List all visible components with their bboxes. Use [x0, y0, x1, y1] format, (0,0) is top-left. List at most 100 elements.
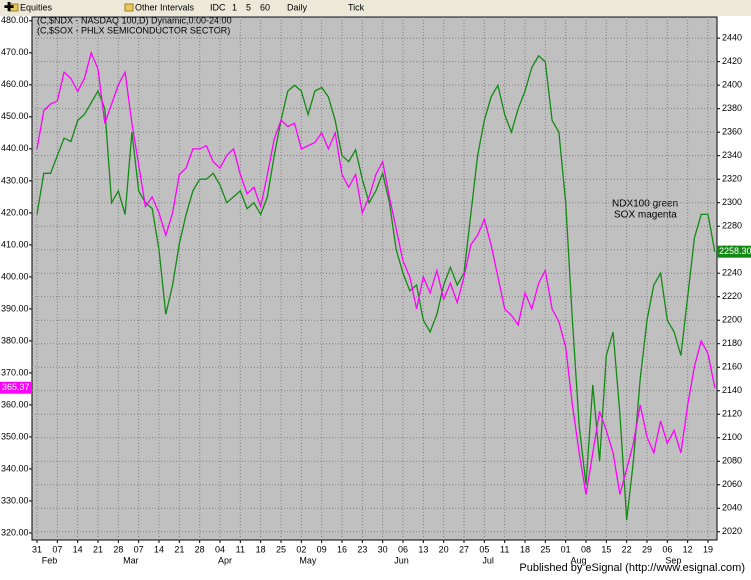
x-tick-label: 18: [256, 544, 266, 554]
y-tick-label: 420.00: [1, 207, 29, 217]
y2-tick-label: 2440: [722, 33, 742, 43]
y2-tick-label: 2020: [722, 526, 742, 536]
toolbar-button[interactable]: 60: [260, 2, 270, 12]
x-tick-label: 20: [439, 544, 449, 554]
x-tick-label: 12: [683, 544, 693, 554]
x-tick-label: 25: [540, 544, 550, 554]
toolbar-button[interactable]: Tick: [348, 2, 365, 12]
x-tick-label: 27: [459, 544, 469, 554]
legend-sox: (C,$SOX - PHLX SEMICONDUCTOR SECTOR): [37, 25, 230, 35]
x-tick-label: 01: [561, 544, 571, 554]
x-tick-label: 06: [398, 544, 408, 554]
y-tick-label: 470.00: [1, 47, 29, 57]
x-tick-label: 23: [357, 544, 367, 554]
x-tick-label: 07: [134, 544, 144, 554]
last-value-box: [717, 245, 751, 258]
y2-tick-label: 2320: [722, 174, 742, 184]
y-tick-label: 450.00: [1, 111, 29, 121]
x-tick-label: 25: [276, 544, 286, 554]
y-tick-label: 430.00: [1, 175, 29, 185]
toolbar-plus: ✚: [4, 0, 14, 14]
y2-tick-label: 2280: [722, 221, 742, 231]
toolbar-menu[interactable]: Equities: [20, 2, 53, 12]
y2-tick-label: 2060: [722, 479, 742, 489]
y-tick-label: 390.00: [1, 303, 29, 313]
x-tick-label: 09: [317, 544, 327, 554]
series-line: [36, 54, 716, 521]
toolbar-button[interactable]: IDC: [210, 2, 226, 12]
y-tick-label: 320.00: [1, 527, 29, 537]
annotation: NDX100 green: [612, 199, 678, 210]
annotation: SOX magenta: [614, 210, 677, 221]
x-tick-label: 16: [337, 544, 347, 554]
x-tick-label: 30: [378, 544, 388, 554]
month-label: Apr: [218, 555, 232, 565]
month-label: Jun: [394, 555, 409, 565]
month-label: Mar: [123, 555, 139, 565]
legend-ndx: (C,$NDX - NASDAQ 100,D) Dynamic,0:00-24:…: [37, 15, 232, 25]
series-line: [36, 50, 716, 495]
y2-tick-label: 2420: [722, 56, 742, 66]
x-tick-label: 11: [500, 544, 509, 554]
y-tick-label: 400.00: [1, 271, 29, 281]
x-tick-label: 31: [32, 544, 42, 554]
y2-tick-label: 2360: [722, 127, 742, 137]
last-value-box: [0, 381, 32, 394]
x-tick-label: 13: [418, 544, 428, 554]
y-tick-label: 460.00: [1, 79, 29, 89]
x-tick-label: 04: [215, 544, 225, 554]
x-tick-label: 11: [236, 544, 245, 554]
folder-icon: [9, 3, 19, 12]
y-tick-label: 410.00: [1, 239, 29, 249]
x-tick-label: 08: [581, 544, 591, 554]
y2-tick-label: 2120: [722, 409, 742, 419]
y2-tick-label: 2040: [722, 503, 742, 513]
y2-tick-label: 2240: [722, 268, 742, 278]
y2-tick-label: 2100: [722, 432, 742, 442]
x-tick-label: 21: [174, 544, 184, 554]
y2-tick-label: 2140: [722, 385, 742, 395]
x-tick-label: 28: [195, 544, 205, 554]
x-tick-label: 05: [479, 544, 489, 554]
x-tick-label: 06: [662, 544, 672, 554]
folder-icon: [124, 3, 134, 12]
y-tick-label: 330.00: [1, 495, 29, 505]
toolbar-button[interactable]: 5: [246, 2, 251, 12]
y2-tick-label: 2220: [722, 291, 742, 301]
toolbar-button[interactable]: Daily: [287, 2, 308, 12]
x-tick-label: 22: [622, 544, 632, 554]
y-tick-label: 380.00: [1, 335, 29, 345]
month-label: May: [299, 555, 317, 565]
x-tick-label: 15: [601, 544, 611, 554]
plot-area: [31, 16, 718, 541]
x-tick-label: 18: [520, 544, 530, 554]
y2-tick-label: 2380: [722, 103, 742, 113]
x-tick-label: 07: [52, 544, 62, 554]
last-value-label: 2258.30: [719, 246, 751, 256]
toolbar-menu[interactable]: Other Intervals: [135, 2, 195, 12]
x-tick-label: 14: [154, 544, 164, 554]
x-tick-label: 14: [73, 544, 83, 554]
y-tick-label: 440.00: [1, 143, 29, 153]
y2-tick-label: 2300: [722, 197, 742, 207]
footer: Published by eSignal (http://www.esignal…: [519, 562, 745, 574]
y-tick-label: 360.00: [1, 399, 29, 409]
month-label: Feb: [42, 555, 58, 565]
y2-tick-label: 2180: [722, 338, 742, 348]
y2-tick-label: 2400: [722, 80, 742, 90]
month-label: Aug: [570, 555, 586, 565]
x-tick-label: 29: [642, 544, 652, 554]
x-tick-label: 02: [296, 544, 306, 554]
y2-tick-label: 2340: [722, 150, 742, 160]
toolbar: [0, 0, 751, 16]
y-tick-label: 350.00: [1, 431, 29, 441]
x-tick-label: 21: [93, 544, 103, 554]
y-tick-label: 480.00: [1, 15, 29, 25]
month-label: Jul: [482, 555, 494, 565]
month-label: Sep: [665, 555, 681, 565]
y2-tick-label: 2200: [722, 315, 742, 325]
toolbar-button[interactable]: 1: [232, 2, 237, 12]
x-tick-label: 28: [113, 544, 123, 554]
